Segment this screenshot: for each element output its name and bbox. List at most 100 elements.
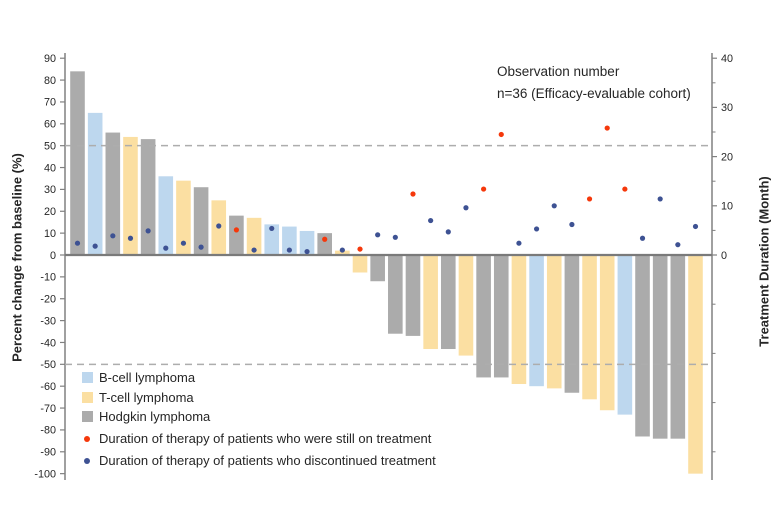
bar-observation-4 — [123, 136, 138, 255]
bar-observation-18 — [370, 255, 385, 282]
left-axis-tick-label: -70 — [40, 403, 56, 415]
bar-observation-34 — [652, 255, 668, 439]
bar-observation-27 — [529, 255, 544, 387]
left-axis-tick-label: -20 — [40, 294, 56, 306]
bar-observation-26 — [511, 255, 527, 385]
left-axis-tick-label: -50 — [40, 359, 56, 371]
legend-item-tcell: T-cell lymphoma — [82, 387, 210, 406]
duration-dot-observation-7 — [180, 240, 187, 246]
bar-observation-21 — [423, 255, 438, 350]
still-on-treatment-label: Duration of therapy of patients who were… — [99, 431, 432, 447]
bar-observation-22 — [440, 255, 456, 350]
duration-dot-observation-5 — [145, 228, 151, 234]
duration-dot-observation-1 — [74, 240, 81, 246]
bar-observation-3 — [105, 132, 121, 255]
duration-dot-observation-6 — [163, 245, 169, 251]
duration-dot-observation-31 — [604, 125, 610, 131]
legend-item-bcell: B-cell lymphoma — [82, 368, 210, 387]
right-axis-title: Treatment Duration (Month) — [756, 176, 772, 347]
bar-observation-1 — [70, 71, 85, 255]
duration-dot-observation-32 — [622, 186, 628, 192]
duration-dot-observation-36 — [692, 223, 699, 230]
duration-dot-observation-34 — [657, 196, 663, 202]
bar-observation-33 — [635, 255, 650, 437]
cohort-annotation: Observation number n=36 (Efficacy-evalua… — [497, 61, 691, 104]
hodgkin-label: Hodgkin lymphoma — [99, 408, 211, 424]
bar-observation-19 — [388, 255, 403, 334]
duration-dot-observation-18 — [375, 232, 381, 238]
bar-observation-23 — [458, 255, 474, 356]
duration-dot-observation-10 — [233, 227, 240, 233]
legend-item-still-on-treatment: Duration of therapy of patients who were… — [82, 428, 436, 450]
left-axis-tick-label: 30 — [44, 184, 56, 196]
left-axis-tick-label: -60 — [40, 381, 56, 393]
left-axis-tick-label: -30 — [40, 315, 56, 327]
left-axis-tick-label: 90 — [44, 53, 56, 65]
duration-dot-observation-12 — [269, 225, 275, 232]
left-axis-tick-label: 0 — [50, 250, 56, 262]
bar-observation-25 — [493, 255, 509, 378]
left-axis-title: Percent change from baseline (%) — [9, 153, 25, 362]
left-axis-tick-label: -100 — [34, 468, 56, 480]
duration-dot-observation-13 — [286, 247, 292, 253]
duration-dot-observation-28 — [551, 203, 557, 209]
bar-observation-30 — [582, 255, 597, 400]
duration-dot-observation-9 — [216, 223, 222, 229]
bar-observation-12 — [264, 224, 280, 255]
left-axis-tick-label: 80 — [44, 75, 56, 87]
duration-dot-observation-14 — [304, 248, 310, 255]
right-axis-tick-label: 10 — [721, 201, 733, 213]
left-axis-tick-label: -90 — [40, 447, 56, 459]
left-axis-tick-label: 60 — [44, 119, 56, 131]
dot-legend: Duration of therapy of patients who were… — [82, 428, 436, 472]
duration-dot-observation-21 — [428, 217, 434, 224]
duration-dot-observation-17 — [357, 246, 363, 252]
discontinued-label: Duration of therapy of patients who disc… — [99, 453, 436, 469]
bar-observation-29 — [564, 255, 580, 393]
bar-observation-6 — [158, 176, 174, 255]
bcell-label: B-cell lymphoma — [99, 370, 196, 386]
bar-observation-5 — [140, 139, 156, 255]
annotation-line1: Observation number — [497, 64, 620, 79]
left-axis-tick-label: 40 — [44, 162, 56, 174]
bcell-swatch — [82, 372, 93, 384]
duration-dot-observation-3 — [110, 233, 116, 239]
still-on-treatment-dot-icon — [84, 435, 90, 442]
duration-dot-observation-29 — [569, 221, 575, 228]
duration-dot-observation-22 — [445, 229, 451, 235]
duration-dot-observation-33 — [639, 235, 646, 241]
duration-dot-observation-25 — [498, 131, 504, 138]
bar-observation-20 — [405, 255, 421, 336]
duration-dot-observation-8 — [198, 244, 204, 250]
duration-dot-observation-2 — [92, 243, 98, 249]
left-axis-tick-label: -10 — [40, 272, 56, 284]
bar-observation-17 — [352, 255, 368, 273]
bar-observation-24 — [476, 255, 491, 378]
bar-observation-13 — [282, 226, 297, 255]
left-axis-tick-label: -40 — [40, 337, 56, 349]
bar-observation-15 — [317, 233, 332, 255]
bar-observation-16 — [335, 250, 350, 255]
annotation-line2: n=36 (Efficacy-evaluable cohort) — [497, 85, 691, 101]
left-axis-tick-label: 50 — [44, 140, 56, 152]
duration-dot-observation-23 — [463, 205, 469, 211]
duration-dot-observation-11 — [251, 247, 257, 253]
duration-dot-observation-26 — [516, 240, 522, 246]
bar-observation-8 — [193, 187, 209, 255]
bar-observation-7 — [176, 180, 191, 255]
right-axis-tick-label: 30 — [721, 102, 733, 114]
bar-observation-14 — [299, 230, 315, 255]
left-axis-tick-label: 10 — [44, 228, 56, 240]
bar-observation-2 — [87, 112, 103, 255]
duration-dot-observation-30 — [586, 196, 593, 202]
right-axis-tick-label: 40 — [721, 53, 733, 65]
duration-dot-observation-35 — [675, 242, 681, 248]
duration-dot-observation-16 — [339, 247, 345, 253]
duration-dot-observation-24 — [481, 186, 487, 192]
legend-item-discontinued: Duration of therapy of patients who disc… — [82, 450, 436, 472]
bar-observation-10 — [229, 215, 244, 255]
right-axis-tick-label: 0 — [721, 250, 727, 262]
right-axis-tick-label: 20 — [721, 151, 733, 163]
